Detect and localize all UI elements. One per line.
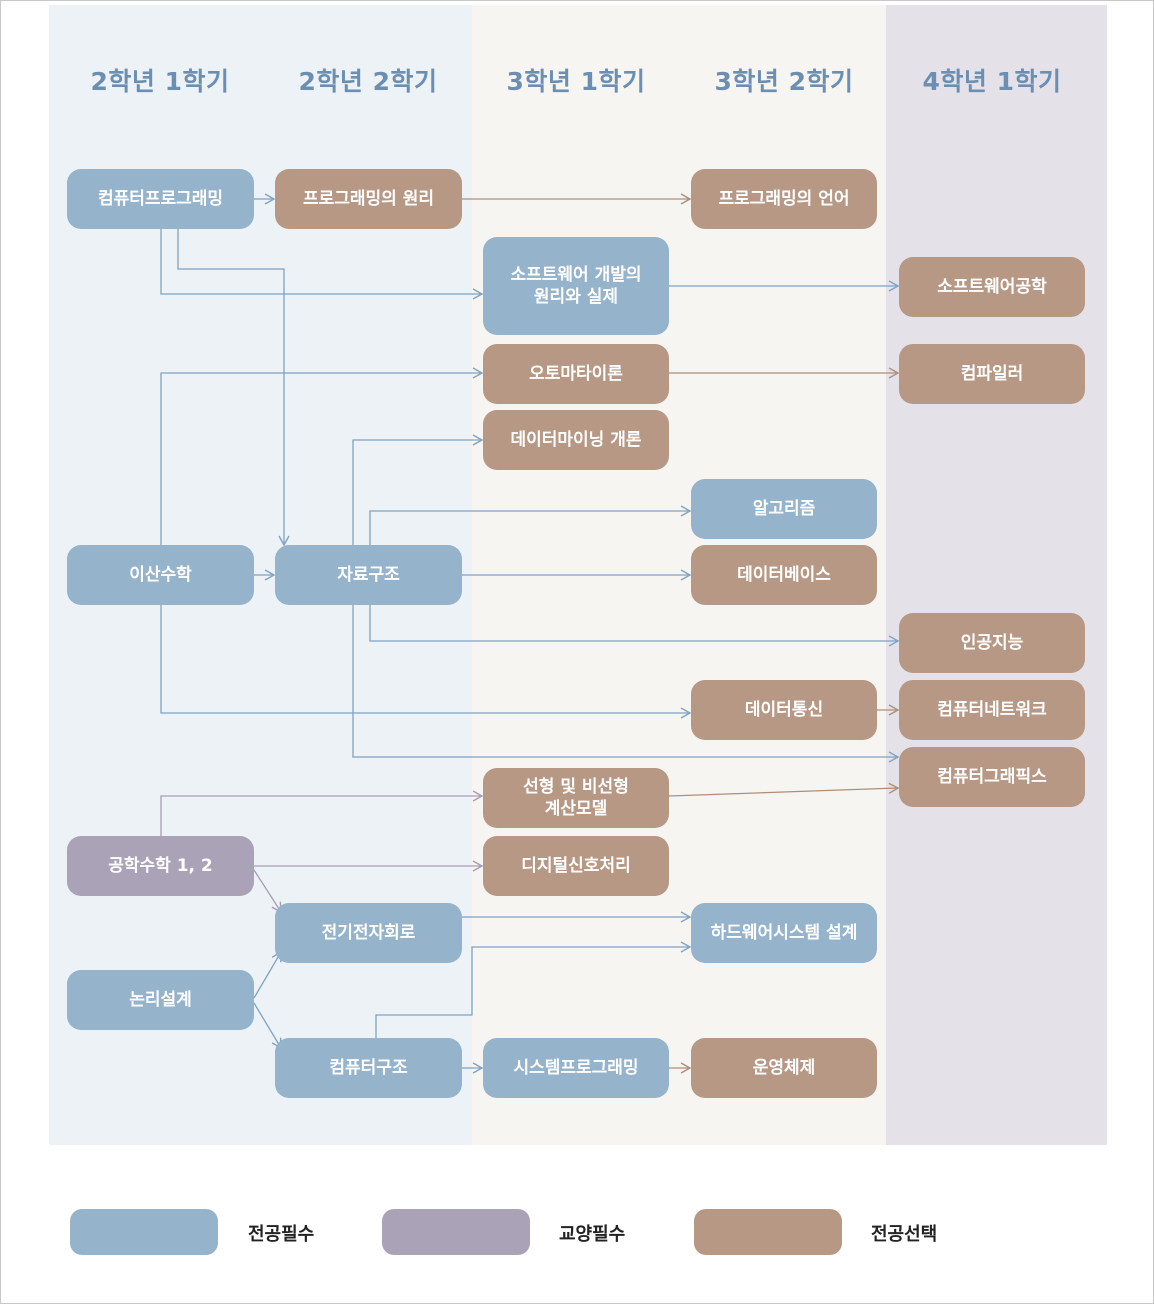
course-hardware-system-design: 하드웨어시스템 설계 [691,903,877,963]
legend-label-major-required: 전공필수 [248,1224,315,1245]
course-automata-theory: 오토마타이론 [483,344,669,404]
course-data-structures: 자료구조 [275,545,462,605]
semester-header-2-1: 2학년 1학기 [90,67,230,96]
course-operating-systems: 운영체제 [691,1038,877,1098]
semester-header-4-1: 4학년 1학기 [922,67,1062,96]
legend-label-major-elective: 전공선택 [871,1224,938,1245]
course-logic-design: 논리설계 [67,970,254,1030]
course-artificial-intelligence: 인공지능 [899,613,1085,673]
course-programming-principles: 프로그래밍의 원리 [275,169,462,229]
course-system-programming: 시스템프로그래밍 [483,1038,669,1098]
course-digital-signal-processing: 디지털신호처리 [483,836,669,896]
semester-header-3-1: 3학년 1학기 [506,67,646,96]
legend-swatch-major-elective [694,1209,842,1255]
course-computer-architecture: 컴퓨터구조 [275,1038,462,1098]
course-data-communication: 데이터통신 [691,680,877,740]
course-compiler: 컴파일러 [899,344,1085,404]
course-linear-nonlinear-models: 선형 및 비선형 계산모델 [483,768,669,828]
course-database: 데이터베이스 [691,545,877,605]
course-engineering-math: 공학수학 1, 2 [67,836,254,896]
legend-swatch-general-required [382,1209,530,1255]
course-data-mining: 데이터마이닝 개론 [483,410,669,470]
course-software-development: 소프트웨어 개발의 원리와 실제 [483,237,669,335]
legend-swatch-major-required [70,1209,218,1255]
course-computer-network: 컴퓨터네트워크 [899,680,1085,740]
band-year4 [886,5,1107,1145]
semester-header-3-2: 3학년 2학기 [714,67,854,96]
semester-header-2-2: 2학년 2학기 [298,67,438,96]
course-discrete-math: 이산수학 [67,545,254,605]
course-algorithms: 알고리즘 [691,479,877,539]
course-electric-circuits: 전기전자회로 [275,903,462,963]
course-programming-languages: 프로그래밍의 언어 [691,169,877,229]
course-software-engineering: 소프트웨어공학 [899,257,1085,317]
course-computer-programming: 컴퓨터프로그래밍 [67,169,254,229]
legend-label-general-required: 교양필수 [559,1224,626,1245]
course-computer-graphics: 컴퓨터그래픽스 [899,747,1085,807]
